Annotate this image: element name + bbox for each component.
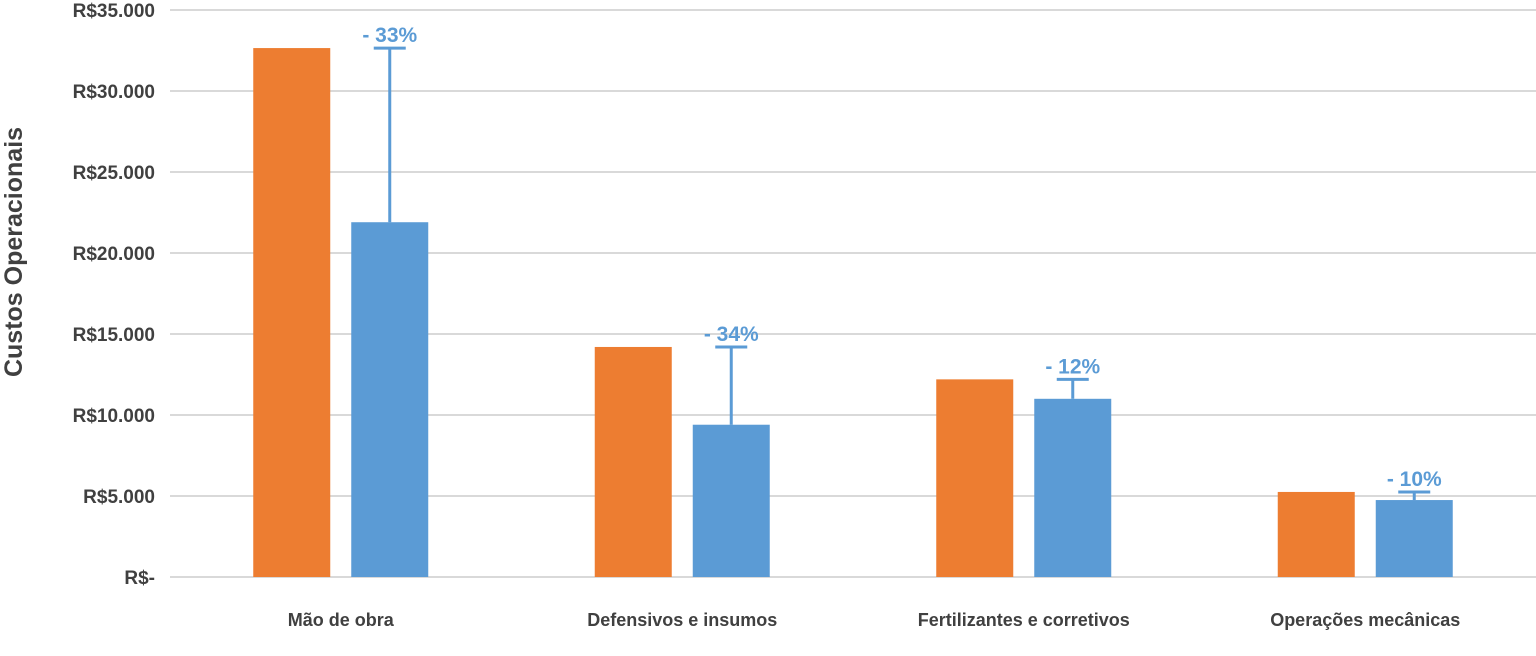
bar-series-1	[253, 48, 331, 577]
y-tick-label: R$15.000	[73, 325, 155, 346]
y-tick-label: R$10.000	[73, 406, 155, 427]
bar-series-1	[936, 379, 1014, 577]
y-tick-label: R$5.000	[83, 487, 155, 508]
y-axis-label: Custos Operacionais	[0, 127, 28, 377]
y-tick-label: R$35.000	[73, 1, 155, 22]
bar-series-1	[594, 346, 672, 577]
bar-series-2	[1375, 500, 1453, 577]
x-tick-label: Defensivos e insumos	[587, 610, 777, 630]
x-tick-label: Operações mecânicas	[1270, 610, 1460, 630]
x-tick-label: Mão de obra	[288, 610, 395, 630]
data-label: - 10%	[1387, 468, 1442, 491]
y-tick-label: R$30.000	[73, 82, 155, 103]
data-label: - 33%	[362, 24, 417, 47]
data-label: - 34%	[704, 323, 759, 346]
x-tick-label: Fertilizantes e corretivos	[918, 610, 1130, 630]
bar-series-2	[692, 424, 770, 577]
bar-series-2	[351, 222, 429, 577]
data-label: - 12%	[1045, 355, 1100, 378]
y-tick-label: R$25.000	[73, 163, 155, 184]
bar-series-2	[1034, 398, 1112, 577]
y-tick-label: R$-	[124, 568, 155, 589]
bar-series-1	[1277, 491, 1355, 577]
y-tick-label: R$20.000	[73, 244, 155, 265]
